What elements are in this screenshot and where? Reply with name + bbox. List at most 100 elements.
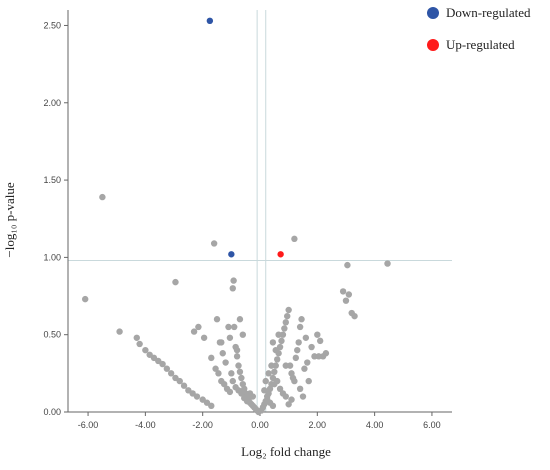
gene-point xyxy=(265,370,272,377)
up-regulated-point xyxy=(277,251,284,258)
gene-point xyxy=(243,397,251,405)
gene-point xyxy=(238,374,245,382)
gene-point xyxy=(272,346,279,354)
gene-point xyxy=(298,316,305,323)
gene-point xyxy=(249,393,257,400)
gene-point xyxy=(271,368,278,375)
gene-point xyxy=(296,323,304,331)
gene-point xyxy=(291,235,298,243)
axes: 0.00 0.50 1.00 1.50 2.00 2.50 -6.00 -4.00 -2.00 0… xyxy=(43,10,452,430)
gene-point xyxy=(282,362,289,369)
gene-point xyxy=(238,390,245,397)
gene-point xyxy=(295,339,302,346)
gene-point xyxy=(212,365,219,372)
gene-point xyxy=(231,323,238,331)
gene-point xyxy=(133,334,140,341)
gene-point xyxy=(339,288,347,295)
gene-point xyxy=(285,306,292,314)
x-axis-title: Log₂ fold change xyxy=(241,444,331,459)
gene-point xyxy=(226,388,234,396)
y-tick-label: 0.50 xyxy=(43,330,61,340)
gene-point xyxy=(294,346,301,354)
gene-point xyxy=(215,370,222,377)
legend-label: Down-regulated xyxy=(446,5,531,20)
gene-point xyxy=(269,402,277,410)
gene-point xyxy=(288,396,295,403)
x-tick-label: -2.00 xyxy=(192,420,213,430)
legend-marker xyxy=(427,7,439,19)
gene-point xyxy=(218,339,225,346)
gene-point xyxy=(342,297,350,304)
gene-point xyxy=(308,343,315,351)
x-tick-label: 6.00 xyxy=(423,420,441,430)
gene-point xyxy=(236,316,244,323)
gene-point xyxy=(384,260,391,267)
gene-point xyxy=(172,278,179,286)
gene-point xyxy=(301,365,308,372)
gene-point xyxy=(195,323,202,331)
gene-point xyxy=(208,402,215,410)
gene-point xyxy=(229,285,236,292)
gene-point xyxy=(281,325,288,332)
gene-point xyxy=(316,337,324,345)
gene-point xyxy=(163,365,171,372)
gene-point xyxy=(230,277,237,284)
gene-point xyxy=(116,328,123,335)
gene-point xyxy=(351,312,358,320)
y-tick-label: 2.00 xyxy=(43,98,61,108)
gene-point xyxy=(285,401,292,408)
data-points xyxy=(81,17,391,416)
gene-point xyxy=(273,356,281,363)
gene-point xyxy=(220,380,228,388)
gene-point xyxy=(273,377,281,385)
gene-point xyxy=(314,331,321,338)
gene-point xyxy=(261,387,268,394)
gene-point xyxy=(99,193,106,201)
gene-point xyxy=(233,346,241,354)
legend: Down-regulated Up-regulated xyxy=(427,5,531,52)
gene-point xyxy=(268,362,275,369)
legend-label: Up-regulated xyxy=(446,37,515,52)
y-tick-label: 0.00 xyxy=(43,407,61,417)
x-tick-label: 2.00 xyxy=(309,420,327,430)
gene-point xyxy=(269,339,277,346)
gene-point xyxy=(344,261,351,269)
x-tick-label: 4.00 xyxy=(366,420,384,430)
gene-point xyxy=(305,377,312,385)
gene-point xyxy=(239,331,247,338)
gene-point xyxy=(262,377,269,385)
gene-point xyxy=(291,377,298,385)
gene-point xyxy=(282,393,289,400)
gene-point xyxy=(315,353,322,360)
gene-point xyxy=(190,328,198,335)
gene-point xyxy=(236,368,244,375)
gene-point xyxy=(176,377,183,385)
down-regulated-point xyxy=(228,251,235,258)
gene-point xyxy=(233,353,241,360)
gene-point xyxy=(276,385,284,393)
gene-point xyxy=(292,354,300,362)
gene-point xyxy=(200,334,208,341)
gene-point xyxy=(159,360,166,368)
gene-point xyxy=(275,331,282,338)
gene-point xyxy=(229,377,236,385)
gene-point xyxy=(282,319,289,326)
gene-point xyxy=(284,312,291,320)
gene-point xyxy=(235,362,242,369)
gene-point xyxy=(296,385,304,393)
reference-lines xyxy=(68,10,452,412)
gene-point xyxy=(299,393,307,400)
y-axis-title: −log₁₀ p-value xyxy=(2,182,17,257)
gene-point xyxy=(345,291,353,298)
gene-point xyxy=(81,295,89,303)
gene-point xyxy=(302,334,310,341)
gene-point xyxy=(213,316,221,323)
gene-point xyxy=(208,354,215,362)
gene-point xyxy=(193,393,201,400)
x-tick-label: -6.00 xyxy=(78,420,99,430)
gene-point xyxy=(278,337,285,345)
gene-point xyxy=(210,240,218,247)
x-tick-label: -4.00 xyxy=(135,420,156,430)
